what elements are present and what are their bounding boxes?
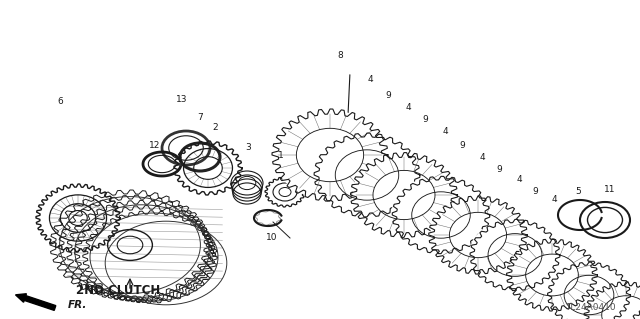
Text: 10: 10	[266, 233, 278, 241]
Ellipse shape	[508, 240, 596, 310]
Text: 4: 4	[442, 128, 448, 137]
Text: 2ND CLUTCH: 2ND CLUTCH	[76, 284, 160, 296]
Text: 7: 7	[197, 113, 203, 122]
Text: 6: 6	[57, 98, 63, 107]
Text: 4: 4	[479, 153, 485, 162]
Text: 11: 11	[604, 186, 616, 195]
Text: 3: 3	[245, 144, 251, 152]
Ellipse shape	[391, 175, 491, 255]
Text: 4: 4	[516, 175, 522, 184]
Text: 4: 4	[405, 102, 411, 112]
Text: TL24A0410: TL24A0410	[564, 303, 615, 313]
Text: 2: 2	[212, 123, 218, 132]
Text: 1: 1	[278, 151, 284, 160]
Ellipse shape	[469, 219, 561, 291]
Ellipse shape	[352, 154, 456, 236]
Text: 13: 13	[176, 95, 188, 105]
Text: 9: 9	[496, 166, 502, 174]
Ellipse shape	[430, 197, 526, 273]
Ellipse shape	[624, 304, 640, 319]
Text: 4: 4	[367, 76, 373, 85]
Ellipse shape	[274, 110, 387, 200]
Text: 9: 9	[532, 188, 538, 197]
Ellipse shape	[313, 132, 421, 218]
Ellipse shape	[586, 283, 640, 319]
Text: 9: 9	[385, 91, 391, 100]
Text: 5: 5	[575, 188, 581, 197]
Text: FR.: FR.	[68, 300, 88, 310]
Text: 9: 9	[422, 115, 428, 124]
FancyArrow shape	[15, 294, 56, 310]
Text: 12: 12	[149, 140, 161, 150]
Ellipse shape	[547, 262, 631, 319]
Text: 8: 8	[337, 50, 343, 60]
Text: 9: 9	[459, 140, 465, 150]
Text: 4: 4	[551, 196, 557, 204]
